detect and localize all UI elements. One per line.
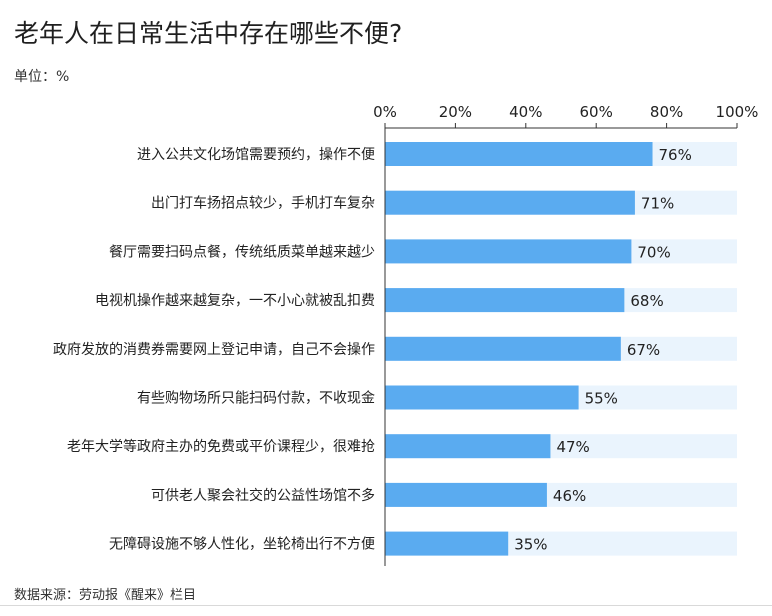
category-label: 进入公共文化场馆需要预约，操作不便	[137, 147, 375, 163]
bar	[385, 336, 621, 361]
source-note: 数据来源：劳动报《醒来》栏目	[14, 588, 197, 603]
bar	[385, 482, 547, 507]
footer-divider	[0, 605, 772, 606]
x-tick-label: 60%	[580, 103, 613, 121]
data-label: 35%	[514, 536, 547, 554]
bar	[385, 288, 625, 313]
x-tick-label: 80%	[650, 103, 683, 121]
category-label: 有些购物场所只能扫码付款，不收现金	[137, 391, 375, 407]
data-label: 76%	[659, 146, 692, 164]
data-label: 70%	[637, 243, 670, 261]
data-label: 47%	[556, 438, 589, 456]
category-label: 可供老人聚会社交的公益性场馆不多	[151, 487, 375, 504]
data-label: 46%	[553, 487, 586, 505]
bar	[385, 434, 551, 459]
category-label: 无障碍设施不够人性化，坐轮椅出行不方便	[109, 537, 375, 553]
bar	[385, 239, 632, 264]
data-label: 71%	[641, 195, 674, 213]
x-tick-label: 0%	[373, 103, 397, 121]
bar	[385, 385, 579, 410]
bar	[385, 531, 509, 556]
bar	[385, 142, 653, 166]
category-label: 政府发放的消费券需要网上登记申请，自己不会操作	[53, 342, 375, 358]
category-label: 老年大学等政府主办的免费或平价课程少，很难抢	[67, 438, 375, 455]
x-tick-label: 40%	[509, 103, 542, 121]
unit-label: 单位：%	[14, 69, 70, 85]
category-label: 出门打车扬招点较少，手机打车复杂	[151, 195, 375, 212]
data-label: 67%	[627, 341, 660, 359]
x-tick-label: 20%	[439, 103, 472, 121]
data-label: 68%	[630, 292, 663, 310]
category-label: 电视机操作越来越复杂，一不小心就被乱扣费	[95, 292, 375, 309]
chart-title: 老年人在日常生活中存在哪些不便?	[14, 19, 403, 48]
data-label: 55%	[585, 390, 618, 408]
x-tick-label: 100%	[716, 103, 759, 121]
category-label: 餐厅需要扫码点餐，传统纸质菜单越来越少	[109, 244, 375, 260]
bar	[385, 190, 635, 215]
